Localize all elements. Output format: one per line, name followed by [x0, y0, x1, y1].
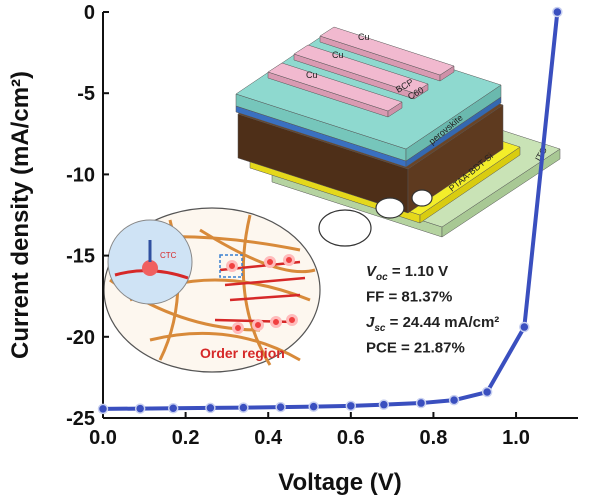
annotation-text: PCE = 21.87%	[366, 340, 465, 357]
data-point	[345, 400, 357, 412]
layer-label: Cu	[306, 70, 318, 80]
data-point	[481, 386, 493, 398]
y-tick-label: -25	[66, 408, 95, 430]
data-point	[448, 394, 460, 406]
data-point	[238, 402, 249, 413]
connector-bubble	[411, 189, 433, 207]
molecule-label: CTC	[160, 251, 177, 260]
connector-bubble	[375, 197, 405, 219]
charge-dot	[264, 256, 276, 268]
data-point	[134, 403, 146, 414]
data-point	[167, 403, 179, 414]
y-tick-label: 0	[84, 2, 95, 24]
annotation-subscript: oc	[376, 272, 388, 283]
annotation: Voc = 1.10 V	[366, 263, 448, 283]
zoom-box	[219, 254, 243, 278]
layer-label: Cu	[358, 32, 370, 42]
x-axis-label: Voltage (V)	[278, 469, 402, 496]
annotation-text: = 1.10 V	[388, 263, 448, 280]
x-tick-label: 0.6	[337, 427, 365, 449]
charge-dot	[232, 322, 244, 334]
annotation-symbol: V	[366, 263, 378, 280]
x-tick-label: 0.0	[89, 427, 117, 449]
x-tick-label: 0.8	[420, 427, 448, 449]
x-tick-label: 0.4	[254, 427, 283, 449]
layer-top	[319, 26, 455, 76]
annotation-symbol: J	[366, 314, 375, 331]
molecule-label: Order region	[200, 345, 285, 361]
layer-top	[293, 44, 429, 94]
annotation: FF = 81.37%	[366, 289, 452, 306]
layer-label: Cu	[332, 50, 344, 60]
y-axis-label: Current density (mA/cm²)	[7, 71, 34, 359]
ordered-chain	[224, 276, 306, 287]
data-point	[97, 403, 109, 415]
x-tick-label: 0.2	[172, 427, 200, 449]
charge-dot	[286, 314, 298, 326]
annotation-subscript: sc	[374, 323, 386, 334]
charge-dot	[270, 316, 282, 328]
annotation-text: FF = 81.37%	[366, 289, 452, 306]
data-point	[552, 6, 563, 18]
data-line	[102, 11, 560, 411]
charge-dot	[283, 254, 295, 266]
data-point	[519, 321, 530, 333]
data-point	[275, 401, 286, 413]
polymer-chain	[241, 214, 272, 366]
ctc-core	[142, 260, 158, 276]
y-tick-label: -20	[66, 327, 95, 349]
layer-top	[267, 62, 403, 112]
connector-bubble	[318, 209, 372, 247]
x-tick-label: 1.0	[502, 427, 530, 449]
charge-dot	[252, 319, 264, 331]
annotation: PCE = 21.87%	[366, 340, 465, 357]
charge-dot	[226, 260, 238, 272]
annotation: Jsc = 24.44 mA/cm²	[366, 314, 499, 334]
y-tick-label: -10	[66, 164, 95, 186]
y-tick-label: -5	[77, 83, 95, 105]
data-point	[205, 402, 216, 414]
ordered-chain	[229, 293, 301, 302]
data-point	[415, 397, 427, 409]
y-tick-label: -15	[66, 246, 95, 268]
data-point	[378, 399, 390, 410]
data-point	[308, 401, 319, 412]
annotation-text: = 24.44 mA/cm²	[385, 314, 499, 331]
